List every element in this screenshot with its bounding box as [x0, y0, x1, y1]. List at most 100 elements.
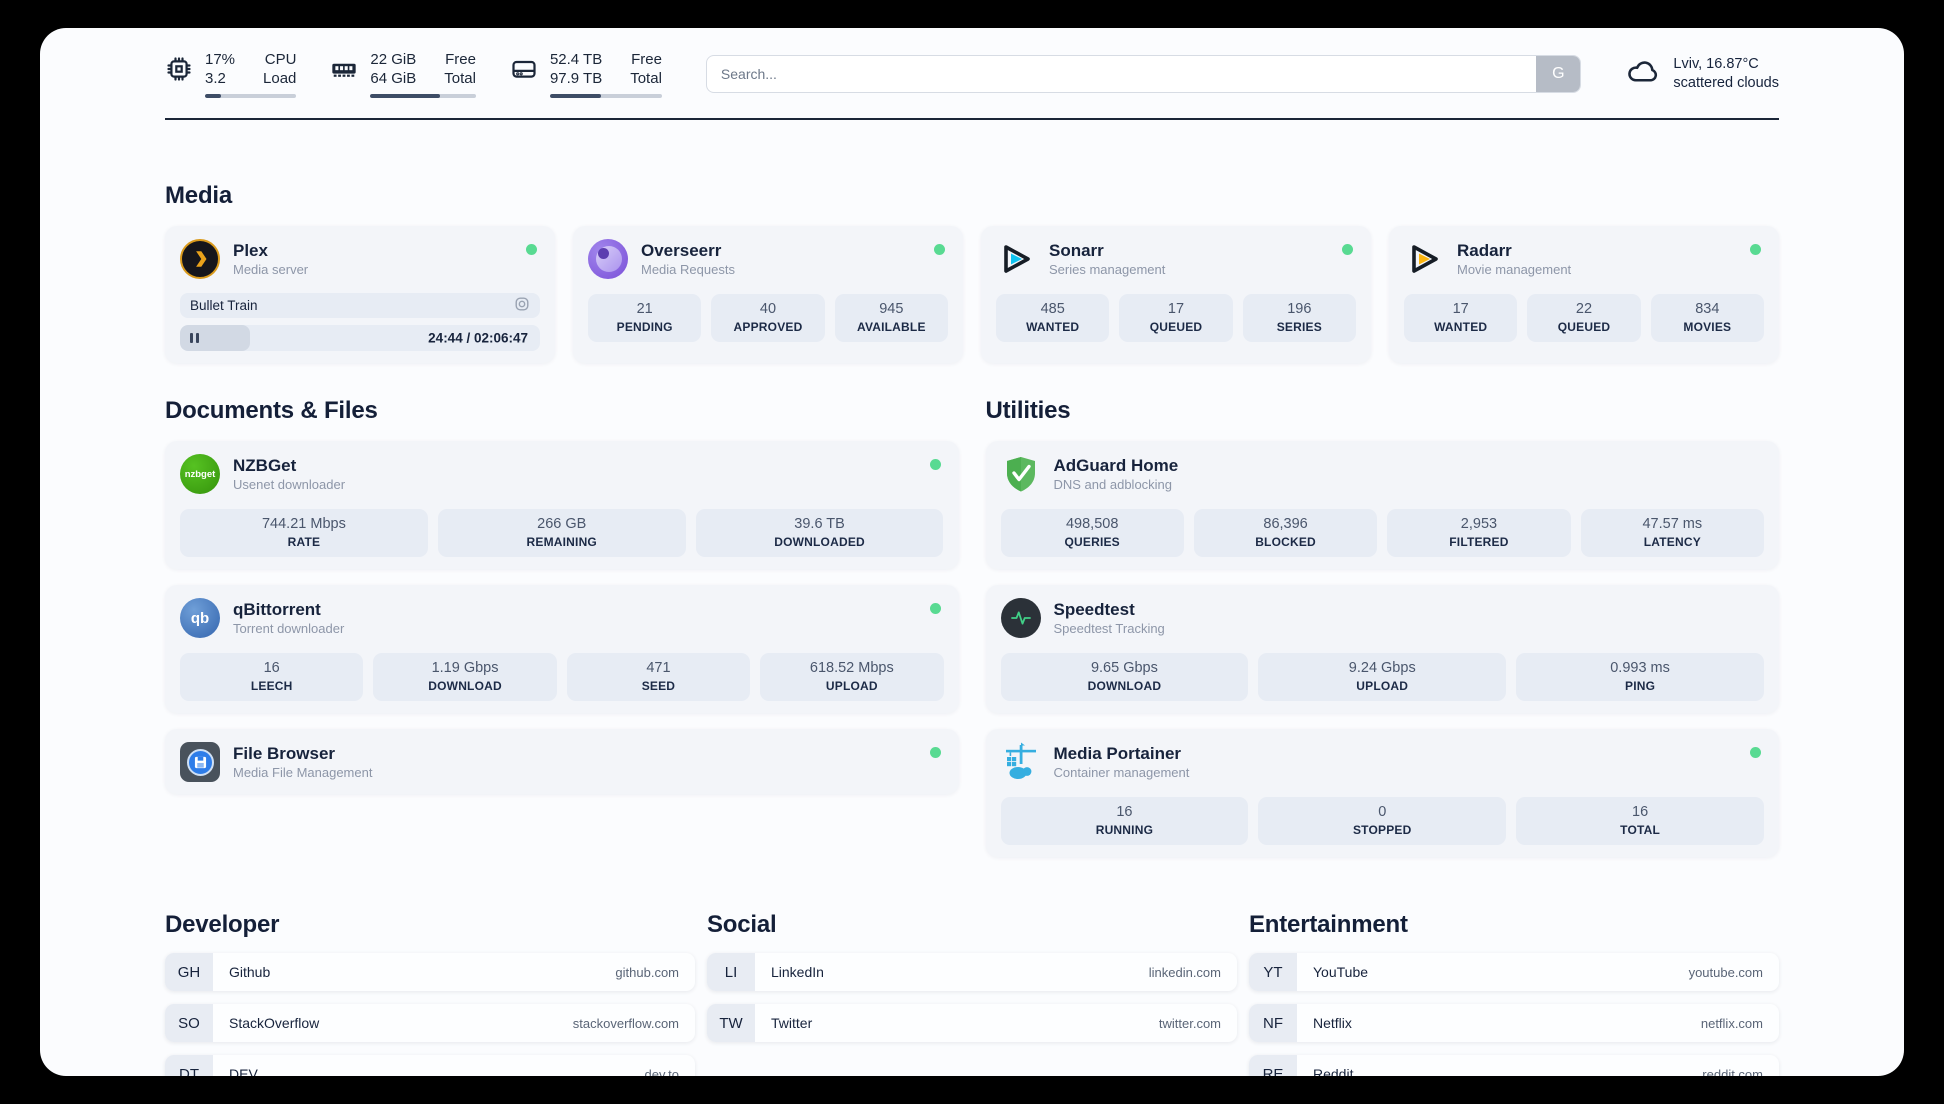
search-engine-button[interactable]: G — [1536, 56, 1581, 92]
app-card-portainer[interactable]: Media Portainer Container management 16 … — [985, 729, 1779, 857]
stat-value: 196 — [1287, 301, 1312, 317]
stat-value: 834 — [1695, 301, 1720, 317]
app-desc: Speedtest Tracking — [1053, 621, 1165, 636]
app-desc: Media server — [233, 262, 309, 277]
app-card-overseerr[interactable]: Overseerr Media Requests 21 PENDING 40 A… — [573, 226, 963, 363]
stat-tile: 0.993 ms PING — [1516, 653, 1764, 701]
status-dot — [929, 747, 941, 758]
app-card-qbittorrent[interactable]: qb qBittorrent Torrent downloader 16 LEE… — [165, 585, 959, 713]
app-card-nzbget[interactable]: nzbget NZBGet Usenet downloader 744.21 M… — [165, 441, 959, 569]
section-title-documents: Documents & Files — [165, 397, 378, 424]
bookmark-dev[interactable]: DT DEV dev.to — [165, 1055, 695, 1076]
bookmark-twitter[interactable]: TW Twitter twitter.com — [707, 1004, 1237, 1042]
session-icon[interactable] — [514, 296, 530, 315]
stat-value: 0.993 ms — [1610, 660, 1670, 676]
bookmark-url: youtube.com — [1688, 964, 1763, 980]
stat-value: 485 — [1040, 301, 1065, 317]
bookmark-reddit[interactable]: RE Reddit reddit.com — [1249, 1055, 1779, 1076]
stat-tile: 40 APPROVED — [711, 294, 825, 342]
app-card-filebrowser[interactable]: File Browser Media File Management — [165, 729, 959, 794]
now-playing-row: Bullet Train — [180, 293, 540, 318]
stat-tile: 471 SEED — [566, 653, 751, 701]
stat-label: LATENCY — [1643, 535, 1701, 549]
stat-tile: 47.57 ms LATENCY — [1580, 509, 1764, 557]
stat-tile: 196 SERIES — [1242, 294, 1356, 342]
stat-label: RATE — [287, 535, 321, 549]
app-card-plex[interactable]: Plex Media server Bullet Train 24:44 — [165, 226, 555, 363]
speedtest-icon — [1000, 598, 1041, 638]
stat-label: PENDING — [616, 320, 673, 334]
stat-label: UPLOAD — [825, 679, 878, 693]
status-dot — [929, 603, 941, 614]
pause-icon[interactable] — [190, 333, 199, 343]
stat-tile: 498,508 QUERIES — [1000, 509, 1184, 557]
status-dot — [1750, 747, 1761, 758]
stat-tile: 618.52 Mbps UPLOAD — [760, 653, 944, 701]
stat-label: DOWNLOAD — [1087, 679, 1162, 693]
bookmark-stackoverflow[interactable]: SO StackOverflow stackoverflow.com — [165, 1004, 695, 1042]
bookmark-netflix[interactable]: NF Netflix netflix.com — [1249, 1004, 1779, 1042]
stat-value: 22 — [1575, 301, 1593, 317]
app-name: Radarr — [1457, 241, 1512, 260]
app-card-sonarr[interactable]: Sonarr Series management 485 WANTED 17 Q… — [981, 226, 1371, 363]
app-name: File Browser — [233, 744, 336, 763]
app-card-radarr[interactable]: Radarr Movie management 17 WANTED 22 QUE… — [1389, 226, 1779, 363]
bookmarks-entertainment: Entertainment YT YouTube youtube.com NF … — [1249, 911, 1779, 1076]
section-documents: Documents & Files nzbget NZBGet Usenet d… — [165, 397, 959, 794]
memory-total-label: Total — [444, 70, 476, 87]
stat-label: DOWNLOAD — [428, 679, 502, 693]
stat-tile: 21 PENDING — [588, 294, 702, 342]
plex-icon — [180, 239, 220, 279]
app-desc: DNS and adblocking — [1053, 477, 1173, 492]
bookmark-github[interactable]: GH Github github.com — [165, 953, 695, 991]
cpu-stat: 17% CPU 3.2 Load — [165, 50, 297, 98]
app-card-adguard[interactable]: AdGuard Home DNS and adblocking 498,508 … — [985, 441, 1779, 569]
bookmark-linkedin[interactable]: LI LinkedIn linkedin.com — [707, 953, 1237, 991]
app-name: Sonarr — [1049, 241, 1104, 260]
stat-tile: 1.19 Gbps DOWNLOAD — [373, 653, 557, 701]
search-input[interactable] — [705, 55, 1582, 93]
memory-stat: 22 GiB Free 64 GiB Total — [330, 50, 476, 98]
cpu-icon — [165, 50, 193, 88]
stat-tile: 2,953 FILTERED — [1387, 509, 1571, 557]
app-card-speedtest[interactable]: Speedtest Speedtest Tracking 9.65 Gbps D… — [985, 585, 1779, 713]
app-name: Overseerr — [641, 241, 722, 260]
weather-widget[interactable]: Lviv, 16.87°C scattered clouds — [1625, 54, 1779, 95]
stat-value: 266 GB — [537, 516, 587, 532]
bookmark-name: LinkedIn — [771, 964, 824, 980]
sonarr-icon — [996, 239, 1036, 279]
bookmarks-social: Social LI LinkedIn linkedin.com TW Twitt… — [707, 911, 1237, 1055]
stat-label: STOPPED — [1352, 823, 1412, 837]
bookmark-name: DEV — [229, 1066, 258, 1076]
playback-progress-bar[interactable]: 24:44 / 02:06:47 — [180, 325, 540, 351]
stat-value: 2,953 — [1460, 516, 1498, 532]
stat-label: REMAINING — [526, 535, 597, 549]
stat-label: WANTED — [1434, 320, 1488, 334]
playback-time: 24:44 / 02:06:47 — [428, 330, 528, 346]
stat-label: QUEUED — [1557, 320, 1611, 334]
bookmark-name: Reddit — [1313, 1066, 1354, 1076]
bookmark-name: StackOverflow — [229, 1015, 320, 1031]
cpu-progress-bar — [205, 94, 297, 98]
section-title-social: Social — [707, 911, 777, 938]
section-title-utilities: Utilities — [985, 397, 1071, 424]
bookmark-youtube[interactable]: YT YouTube youtube.com — [1249, 953, 1779, 991]
app-name: qBittorrent — [233, 600, 321, 619]
stat-value: 40 — [759, 301, 777, 317]
qbittorrent-icon-text: qb — [190, 609, 210, 627]
disk-progress-bar — [549, 94, 662, 98]
stat-label: BLOCKED — [1255, 535, 1316, 549]
memory-free-label: Free — [445, 51, 476, 68]
bookmark-abbr: TW — [707, 1004, 755, 1042]
stat-label: QUEUED — [1149, 320, 1203, 334]
adguard-icon — [1001, 454, 1041, 494]
stat-tile: 39.6 TB DOWNLOADED — [695, 509, 944, 557]
bookmark-url: reddit.com — [1702, 1066, 1763, 1077]
bookmark-abbr: LI — [707, 953, 755, 991]
cpu-usage-value: 17% — [205, 51, 236, 68]
stat-value: 945 — [879, 301, 904, 317]
stat-tile: 744.21 Mbps RATE — [180, 509, 428, 557]
memory-icon — [330, 50, 358, 88]
bookmark-abbr: YT — [1249, 953, 1297, 991]
stat-value: 16 — [263, 660, 280, 676]
